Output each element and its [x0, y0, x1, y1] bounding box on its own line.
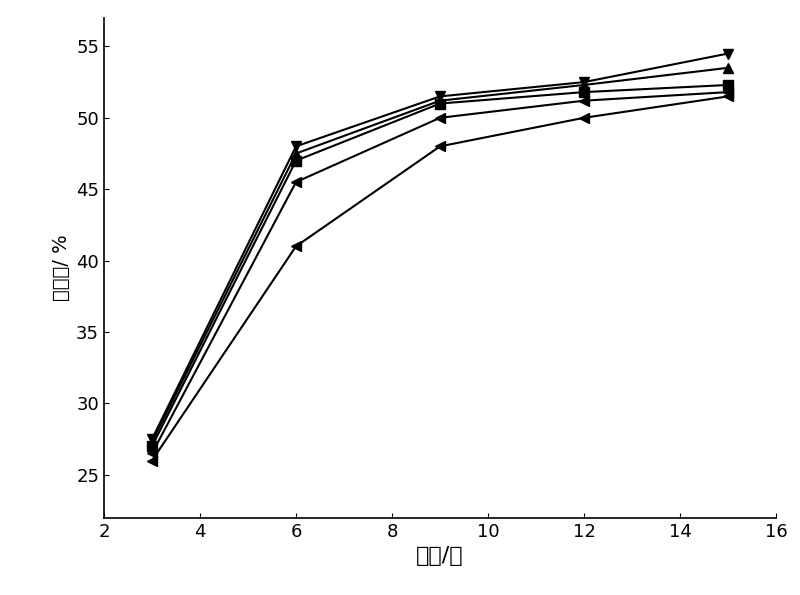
line3: [579, 89, 589, 96]
line2: [147, 439, 157, 446]
line2: [723, 64, 733, 71]
line1: [579, 79, 589, 86]
line3: [291, 157, 301, 164]
line5: [435, 143, 445, 150]
line5: [723, 93, 733, 100]
Y-axis label: 降解率/ %: 降解率/ %: [51, 234, 70, 301]
line5: [579, 114, 589, 121]
line4: [291, 178, 301, 186]
line2: [291, 150, 301, 157]
line1: [723, 50, 733, 57]
line1: [147, 436, 157, 443]
line5: [147, 457, 157, 464]
Line: line5: line5: [147, 92, 733, 465]
line4: [723, 89, 733, 96]
line2: [435, 97, 445, 104]
line3: [147, 443, 157, 450]
line1: [291, 143, 301, 150]
line3: [723, 82, 733, 89]
Line: line3: line3: [147, 80, 733, 451]
Line: line2: line2: [147, 63, 733, 447]
Line: line4: line4: [147, 87, 733, 458]
line1: [435, 93, 445, 100]
line4: [147, 450, 157, 457]
line4: [579, 97, 589, 104]
line2: [579, 82, 589, 89]
X-axis label: 时间/天: 时间/天: [416, 546, 464, 566]
line3: [435, 100, 445, 107]
Line: line1: line1: [147, 49, 733, 444]
line5: [291, 243, 301, 250]
line4: [435, 114, 445, 121]
